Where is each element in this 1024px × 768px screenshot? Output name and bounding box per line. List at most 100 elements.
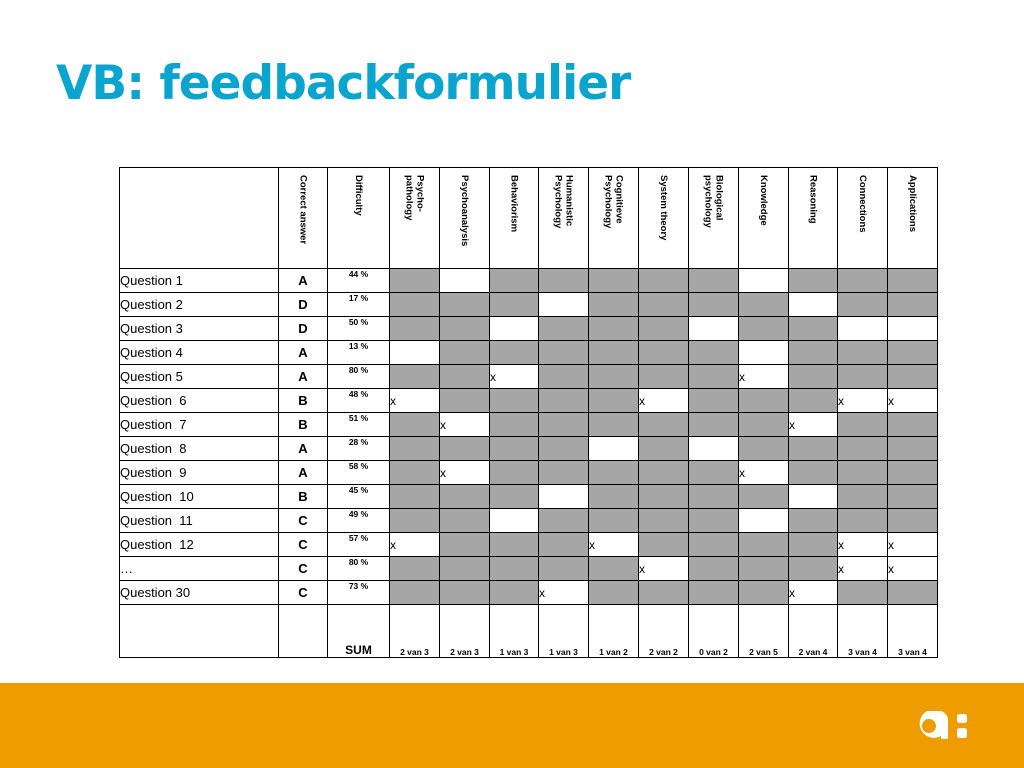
category-cell [389,460,440,485]
category-cell: x [389,388,440,413]
category-cell [638,508,689,533]
category-cell: x [738,364,789,389]
difficulty-cell: 80 % [327,364,390,389]
header-reasoning: Reasoning [788,167,838,269]
category-cell [489,484,539,509]
sum-value-cell: 2 van 3 [389,604,440,658]
category-cell [588,268,639,293]
category-cell [588,436,639,461]
question-label: Question 30 [119,580,279,605]
category-cell [538,388,589,413]
question-label: Question 8 [119,436,279,461]
category-cell [389,268,440,293]
category-cell: x [837,532,888,557]
category-cell: x [738,460,789,485]
category-cell [887,364,938,389]
category-cell [738,268,789,293]
header-biological-psychology: Biological psychology [688,167,739,269]
table-row: Question 1 A 44 % [119,268,938,293]
category-cell [688,484,739,509]
category-cell [688,292,739,317]
category-cell [538,292,589,317]
category-cell [588,340,639,365]
feedback-table: Correct answer Difficulty Psycho- pathol… [119,167,938,658]
correct-answer-cell: C [278,532,328,557]
category-cell: x [887,532,938,557]
category-cell [389,340,440,365]
category-cell [837,316,888,341]
category-cell: x [887,388,938,413]
sum-empty-cell [278,604,328,658]
category-cell [538,532,589,557]
category-cell [439,580,490,605]
category-cell [489,340,539,365]
category-cell [788,436,838,461]
category-cell [788,556,838,581]
category-cell [738,316,789,341]
category-cell [688,412,739,437]
table-row: Question 6 B 48 % x x x x [119,388,938,413]
correct-answer-cell: D [278,316,328,341]
header-psychopathology: Psycho- pathology [389,167,440,269]
correct-answer-cell: A [278,436,328,461]
footer-bar [0,683,1024,768]
category-cell [439,364,490,389]
correct-answer-cell: B [278,388,328,413]
category-cell: x [588,532,639,557]
category-cell: x [887,556,938,581]
question-label: Question 5 [119,364,279,389]
category-cell [688,460,739,485]
category-cell: x [439,412,490,437]
category-cell [439,484,490,509]
difficulty-cell: 48 % [327,388,390,413]
category-cell [389,580,440,605]
category-cell [738,580,789,605]
category-cell [439,268,490,293]
header-connections: Connections [837,167,888,269]
category-cell [837,364,888,389]
difficulty-cell: 73 % [327,580,390,605]
category-cell [688,316,739,341]
category-cell [738,292,789,317]
question-label: Question 2 [119,292,279,317]
category-cell [837,436,888,461]
table-row: Question 10 B 45 % [119,484,938,509]
header-correct-answer: Correct answer [278,167,328,269]
category-cell [738,508,789,533]
category-cell [489,388,539,413]
category-cell: x [638,556,689,581]
category-cell [837,268,888,293]
category-cell [538,556,589,581]
question-label: Question 10 [119,484,279,509]
sum-value-cell: 2 van 5 [738,604,789,658]
question-label: Question 3 [119,316,279,341]
category-cell [638,316,689,341]
header-corner-cell [119,167,279,269]
question-label: … [119,556,279,581]
table-row: Question 8 A 28 % [119,436,938,461]
header-humanistic-psychology: Humanistic Psychology [538,167,589,269]
category-cell [538,508,589,533]
category-cell [588,580,639,605]
difficulty-cell: 44 % [327,268,390,293]
category-cell [738,412,789,437]
category-cell [788,268,838,293]
question-label: Question 4 [119,340,279,365]
category-cell [588,484,639,509]
sum-label: SUM [327,604,390,658]
category-cell [588,388,639,413]
sum-value-cell: 1 van 2 [588,604,639,658]
category-cell [538,364,589,389]
category-cell [638,460,689,485]
category-cell [837,340,888,365]
category-cell [638,364,689,389]
question-label: Question 9 [119,460,279,485]
header-behaviorism: Behaviorism [489,167,539,269]
header-row: Correct answer Difficulty Psycho- pathol… [119,167,938,269]
table-row: Question 5 A 80 % x x [119,364,938,389]
category-cell [887,292,938,317]
difficulty-cell: 45 % [327,484,390,509]
category-cell [439,556,490,581]
category-cell [837,484,888,509]
